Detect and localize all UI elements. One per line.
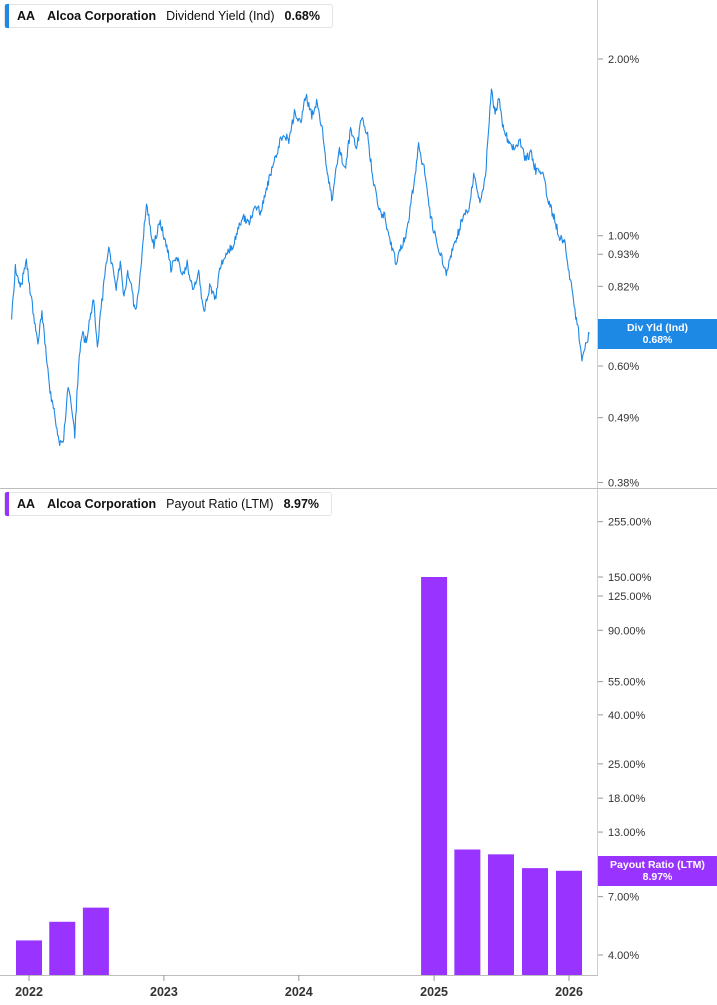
top-legend-metric: Dividend Yield (Ind) xyxy=(166,9,275,23)
top-y-tick-label: 0.82% xyxy=(608,281,639,293)
payout-ratio-bar xyxy=(556,870,582,975)
top-tag-value: 0.68% xyxy=(642,334,673,346)
top-legend-ticker: AA xyxy=(17,9,36,23)
top-y-tick-label: 0.49% xyxy=(608,413,639,425)
x-tick-label: 2026 xyxy=(555,985,583,999)
bottom-y-tick-label: 25.00% xyxy=(608,759,646,771)
top-last-value-tag: Div Yld (Ind) 0.68% xyxy=(598,319,717,349)
bottom-y-tick-label: 150.00% xyxy=(608,572,652,584)
x-tick-label: 2022 xyxy=(15,985,43,999)
bottom-legend-metric: Payout Ratio (LTM) xyxy=(166,497,274,511)
bottom-y-tick-label: 7.00% xyxy=(608,892,639,904)
x-axis: 2022 2023 2024 2025 2026 xyxy=(15,975,583,999)
bottom-legend-ticker: AA xyxy=(17,497,36,511)
top-y-tick-label: 0.60% xyxy=(608,361,639,373)
bottom-y-tick-label: 40.00% xyxy=(608,710,646,722)
bottom-y-tick-label: 4.00% xyxy=(608,950,639,962)
top-legend-swatch xyxy=(5,4,9,28)
payout-ratio-bars xyxy=(16,577,582,975)
bottom-legend-value: 8.97% xyxy=(283,497,320,511)
bottom-y-tick-label: 255.00% xyxy=(608,517,652,529)
bottom-y-tick-label: 13.00% xyxy=(608,827,646,839)
payout-ratio-bar xyxy=(487,854,514,975)
bottom-y-tick-label: 125.00% xyxy=(608,591,652,603)
top-y-tick-label: 2.00% xyxy=(608,54,639,66)
bottom-legend-swatch xyxy=(5,492,9,516)
top-tag-label: Div Yld (Ind) xyxy=(626,322,689,334)
dividend-yield-line-layer xyxy=(11,88,590,447)
top-legend: AA Alcoa Corporation Dividend Yield (Ind… xyxy=(4,4,333,28)
bottom-y-tick-label: 55.00% xyxy=(608,677,646,689)
payout-ratio-bar xyxy=(16,940,42,975)
top-y-tick-label: 0.93% xyxy=(608,249,639,261)
payout-ratio-bar xyxy=(521,868,548,975)
top-y-tick-label: 0.38% xyxy=(608,477,639,489)
top-legend-value: 0.68% xyxy=(284,9,320,23)
x-tick-label: 2025 xyxy=(420,985,448,999)
payout-ratio-bar xyxy=(49,921,76,975)
bottom-legend: AA Alcoa Corporation Payout Ratio (LTM) … xyxy=(4,492,333,516)
bottom-y-axis: 4.00% 7.00% 13.00% 18.00% 25.00% 40.00% 55.00%… xyxy=(598,517,652,962)
x-tick-label: 2023 xyxy=(150,985,178,999)
bottom-tag-value: 8.97% xyxy=(642,871,673,883)
x-tick-label: 2024 xyxy=(285,985,313,999)
bottom-legend-company: Alcoa Corporation xyxy=(47,497,157,511)
top-y-tick-label: 1.00% xyxy=(608,231,639,243)
bottom-last-value-tag: Payout Ratio (LTM) 8.97% xyxy=(598,856,717,886)
payout-ratio-bar xyxy=(82,907,109,975)
dividend-yield-line xyxy=(11,88,590,447)
bottom-y-tick-label: 90.00% xyxy=(608,625,646,637)
payout-ratio-bar xyxy=(421,577,448,975)
bottom-tag-label: Payout Ratio (LTM) xyxy=(610,859,705,871)
top-y-axis: 0.38%0.49%0.60%0.82%0.93%1.00%2.00%0.7 xyxy=(598,54,639,489)
top-legend-company: Alcoa Corporation xyxy=(47,9,157,23)
bottom-y-tick-label: 18.00% xyxy=(608,793,646,805)
payout-ratio-bar xyxy=(454,849,481,975)
